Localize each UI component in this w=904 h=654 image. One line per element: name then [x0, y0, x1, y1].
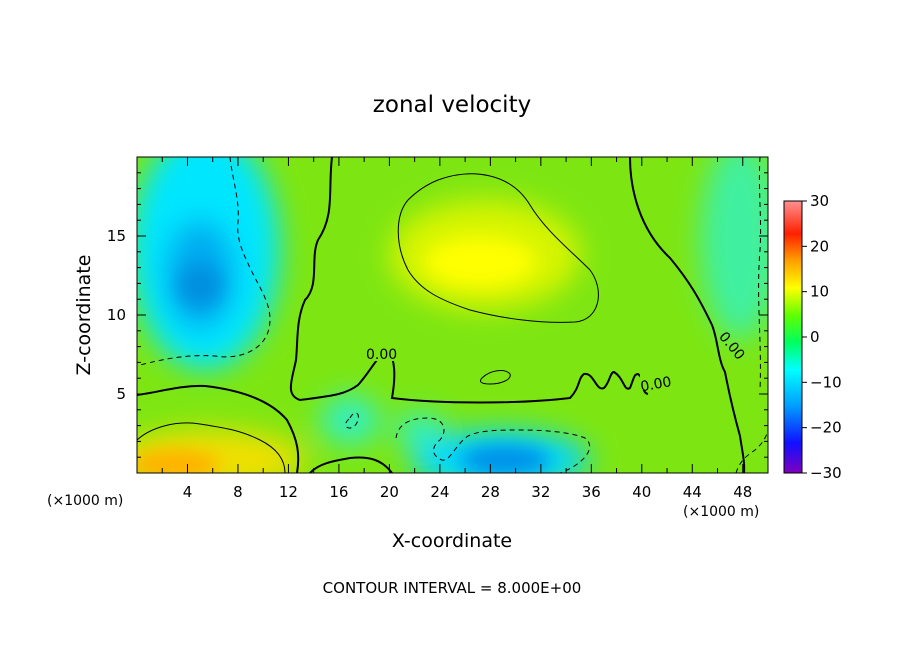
colorbar: 30 20 10 0 −10 −20 −30	[783, 192, 842, 482]
x-axis-ticks: 4 8 12 16 20 24 28 32 36 40 44 48	[161, 157, 752, 501]
contour-label: 0.00	[366, 347, 397, 363]
positive-contour-bottom-left	[137, 422, 286, 473]
y-axis-label: Z-coordinate	[73, 255, 95, 376]
colorbar-ticks: 30 20 10 0 −10 −20 −30	[802, 192, 842, 482]
contour-interval-note: CONTOUR INTERVAL = 8.000E+00	[323, 579, 582, 597]
colorbar-tick-label: −20	[810, 419, 842, 437]
x-tick-label: 20	[380, 483, 399, 501]
zero-contour-right	[629, 157, 746, 473]
colorbar-gradient	[783, 200, 803, 474]
x-tick-label: 32	[531, 483, 550, 501]
colorbar-tick-label: 30	[810, 192, 829, 210]
positive-contour-upper	[397, 173, 599, 323]
heatmap-field	[137, 157, 768, 473]
colorbar-tick-label: 10	[810, 283, 829, 301]
colorbar-tick-label: 20	[810, 237, 829, 255]
x-tick-label: 44	[683, 483, 702, 501]
zero-contour-bottom-left	[137, 384, 300, 473]
x-tick-label: 24	[430, 483, 449, 501]
zero-contour-bottom-mid	[309, 456, 393, 473]
y-tick-label: 5	[116, 385, 126, 403]
y-tick-label: 15	[107, 227, 126, 245]
x-tick-label: 40	[632, 483, 651, 501]
contour-lines	[137, 157, 768, 473]
x-tick-label: 4	[183, 483, 193, 501]
negative-contour-right	[758, 157, 762, 391]
x-tick-label: 8	[233, 483, 243, 501]
x-tick-label: 48	[733, 483, 752, 501]
x-tick-label: 16	[329, 483, 348, 501]
colorbar-tick-label: −30	[810, 464, 842, 482]
negative-contour-left	[139, 157, 271, 366]
x-tick-label: 36	[582, 483, 601, 501]
x-tick-label: 28	[481, 483, 500, 501]
zero-contour-left	[289, 157, 649, 404]
negative-contour-small	[345, 412, 359, 429]
positive-contour-small	[479, 370, 511, 385]
x-axis-label: X-coordinate	[392, 530, 512, 552]
negative-contour-bottom	[395, 417, 591, 473]
chart-title: zonal velocity	[373, 92, 531, 118]
x-unit-label-left: (×1000 m)	[47, 493, 123, 509]
x-unit-label-right: (×1000 m)	[683, 504, 759, 520]
x-tick-label: 12	[279, 483, 298, 501]
colorbar-tick-label: 0	[810, 328, 820, 346]
colorbar-tick-label: −10	[810, 373, 842, 391]
negative-contour-right-bottom	[735, 429, 768, 473]
y-tick-label: 10	[107, 306, 126, 324]
contour-label: 0.00	[639, 374, 672, 395]
y-axis-ticks: 5 10 15	[107, 172, 768, 458]
